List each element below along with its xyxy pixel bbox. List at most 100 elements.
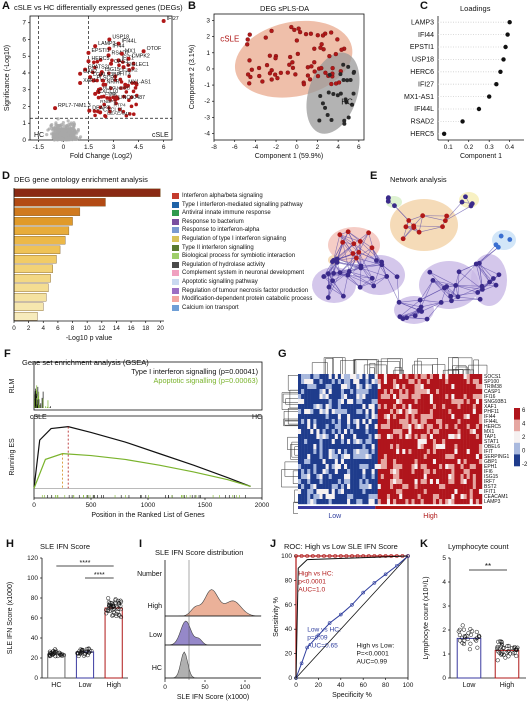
heatmap-cell — [359, 399, 363, 405]
network-node — [345, 229, 351, 235]
csle-sample-point — [285, 70, 290, 75]
network-node — [357, 239, 363, 244]
heatmap-cell — [414, 499, 418, 505]
heatmap-cell — [399, 404, 403, 410]
network-node — [369, 245, 375, 251]
density-ridge — [165, 589, 262, 617]
heatmap-cell — [334, 439, 339, 445]
heatmap-cell — [436, 484, 440, 490]
heatmap-cell — [298, 384, 302, 390]
enrichment-bar-chart: 0 2 4 6 8 10 12 14 16 18 20-Log10 p value — [12, 188, 165, 342]
heatmap-cell — [475, 409, 480, 415]
heatmap-cell — [423, 404, 427, 410]
heatmap-cell — [350, 424, 354, 430]
heatmap-cell — [383, 414, 388, 420]
heatmap-cell — [298, 454, 302, 460]
heatmap-cell — [337, 479, 342, 485]
heatmap-cell — [475, 404, 480, 410]
heatmap-cell — [475, 459, 480, 465]
x-tick-label: 12 — [98, 325, 106, 332]
network-node — [442, 285, 447, 291]
heatmap-cell — [417, 394, 421, 400]
heatmap-cell — [307, 474, 311, 480]
heatmap-cell — [362, 394, 366, 400]
heatmap-cell — [432, 489, 437, 495]
heatmap-cell — [469, 494, 473, 500]
heatmap-cell — [347, 444, 351, 450]
hc-sample-point — [338, 91, 343, 96]
heatmap-cell — [475, 374, 480, 380]
heatmap-cell — [445, 499, 449, 505]
heatmap-cell — [319, 384, 323, 390]
heatmap-cell — [448, 409, 452, 415]
heatmap-cell — [478, 379, 483, 385]
heatmap-cell — [362, 399, 366, 405]
heatmap-cell — [322, 499, 326, 505]
heatmap-row-label: PHF11 — [484, 409, 499, 415]
x-tick-label: 1000 — [141, 502, 156, 509]
heatmap-cell — [386, 444, 391, 450]
heatmap-cell — [478, 409, 483, 415]
x-tick-label: 2 — [27, 325, 31, 332]
heatmap-cell — [451, 479, 455, 485]
plot-frame — [213, 13, 365, 141]
sig-stars: **** — [94, 572, 105, 579]
heatmap-cell — [451, 489, 455, 495]
heatmap-cell — [436, 379, 440, 385]
heatmap-cell — [414, 404, 418, 410]
heatmap-cell — [451, 374, 455, 380]
heatmap-cell — [466, 404, 470, 410]
heatmap-cell — [426, 399, 431, 405]
heatmap-cell — [405, 494, 409, 500]
lymphocyte-point — [499, 648, 504, 653]
heatmap-cell — [359, 489, 363, 495]
legend-label: Regulation of tumour necrosis factor pro… — [182, 287, 309, 294]
heatmap-cell — [331, 499, 335, 505]
heatmap-cell — [405, 449, 409, 455]
heatmap-cell — [399, 444, 403, 450]
deg-point — [131, 112, 136, 116]
heatmap-cell — [402, 434, 406, 440]
gene-label: OAS3 — [114, 59, 128, 65]
heatmap-cell — [460, 394, 464, 400]
heatmap-cell — [396, 484, 400, 490]
roc-curve-high-low — [295, 555, 409, 679]
heatmap-cell — [337, 379, 342, 385]
heatmap-cell — [328, 479, 332, 485]
heatmap-cell — [368, 424, 372, 430]
heatmap-cell — [301, 479, 305, 485]
heatmap-cell — [310, 499, 314, 505]
heatmap-cell — [466, 384, 470, 390]
network-edge — [421, 302, 442, 312]
heatmap-cell — [454, 409, 458, 415]
network-edge — [337, 262, 362, 267]
heatmap-cell — [390, 379, 394, 385]
heatmap-cell — [417, 379, 421, 385]
heatmap-cell — [298, 444, 302, 450]
heatmap-cell — [423, 494, 427, 500]
heatmap-cell — [319, 469, 323, 475]
heatmap-cell — [350, 474, 354, 480]
heatmap-cell — [472, 379, 477, 385]
network-edge — [373, 276, 387, 287]
x-tick-label: 0 — [295, 144, 299, 151]
heatmap-cell — [359, 474, 363, 480]
network-edge — [333, 242, 343, 261]
heatmap-cell — [380, 424, 385, 430]
heatmap-cell — [374, 424, 378, 430]
heatmap-cell — [399, 424, 403, 430]
heatmap-cell — [463, 414, 467, 420]
heatmap-cell — [390, 384, 394, 390]
heatmap-cell — [423, 474, 427, 480]
heatmap-cell — [365, 469, 369, 475]
y-tick-label: 2 — [442, 627, 446, 634]
heatmap-cell — [301, 424, 305, 430]
enrichment-bar — [13, 264, 53, 273]
x-tick-label: 20 — [157, 325, 165, 332]
score-point — [79, 649, 84, 654]
heatmap-cell — [402, 419, 406, 425]
heatmap-cell — [466, 454, 470, 460]
heatmap-cell — [347, 499, 351, 505]
network-edge — [476, 263, 500, 275]
